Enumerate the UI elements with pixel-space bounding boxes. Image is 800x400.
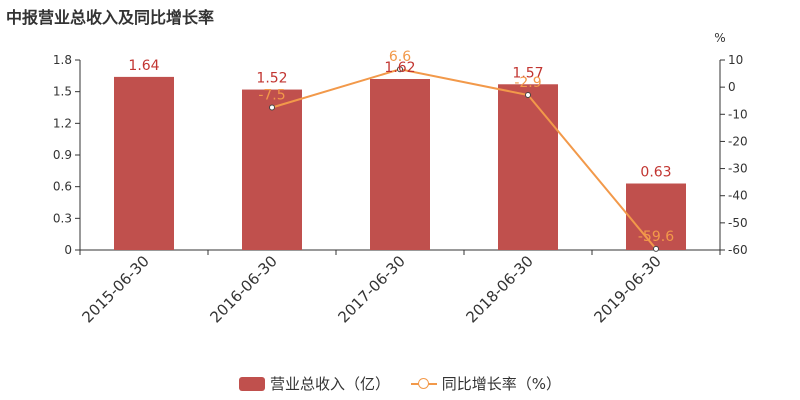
bar[interactable] <box>370 79 430 250</box>
legend-label-revenue: 营业总收入（亿） <box>269 375 390 393</box>
bar-data-label: 1.57 <box>512 65 543 81</box>
legend-label-growth: 同比增长率（%） <box>441 375 562 393</box>
x-tick-label: 2015-06-30 <box>78 252 152 326</box>
line-data-label: 6.6 <box>389 49 411 65</box>
y-left-tick-label: 0.9 <box>53 148 72 162</box>
y-right-tick-label: -10 <box>728 107 748 121</box>
y-left-tick-label: 0.6 <box>53 180 72 194</box>
growth-line <box>269 66 659 252</box>
y-right-tick-label: 10 <box>728 53 743 67</box>
legend-item-growth[interactable]: 同比增长率（%） <box>410 373 562 394</box>
line-point[interactable] <box>525 92 531 99</box>
x-tick-label: 2018-06-30 <box>462 252 536 326</box>
bar-data-label: 1.62 <box>384 60 415 76</box>
growth-line-path <box>271 68 657 250</box>
line-point[interactable] <box>653 245 659 252</box>
bar-data-label: 0.63 <box>640 165 671 181</box>
y-right-tick-label: -20 <box>728 134 748 148</box>
x-tick-label: 2019-06-30 <box>590 252 664 326</box>
y-left-tick-label: 1.5 <box>53 85 72 99</box>
line-data-label: -7.5 <box>258 88 285 104</box>
y-right-tick-label: -30 <box>728 162 748 176</box>
chart-title: 中报营业总收入及同比增长率 <box>6 8 215 27</box>
x-tick-label: 2017-06-30 <box>334 252 408 326</box>
line-point[interactable] <box>397 66 403 73</box>
legend-item-revenue[interactable]: 营业总收入（亿） <box>238 373 390 394</box>
legend-line-swatch <box>410 377 437 391</box>
y-left-tick-label: 1.2 <box>53 116 72 130</box>
y-left-tick-label: 0.3 <box>53 211 72 225</box>
legend-bar-swatch <box>238 376 265 391</box>
y-left-tick-label: 0 <box>64 243 72 257</box>
bar[interactable] <box>498 84 558 251</box>
y-right-tick-label: -50 <box>728 216 748 230</box>
bar-data-label: 1.52 <box>256 71 287 87</box>
legend: 营业总收入（亿） 同比增长率（%） <box>0 373 800 394</box>
y-right-tick-label: 0 <box>728 80 736 94</box>
line-point[interactable] <box>269 104 275 111</box>
y-left-tick-label: 1.8 <box>53 53 72 67</box>
x-tick-label: 2016-06-30 <box>206 252 280 326</box>
bar[interactable] <box>242 89 302 250</box>
y-right-tick-label: -40 <box>728 189 748 203</box>
bars <box>114 76 686 251</box>
bar[interactable] <box>114 76 174 250</box>
line-data-label: -59.6 <box>638 229 674 245</box>
bar[interactable] <box>626 183 686 251</box>
data-labels: 1.64 1.52 1.62 1.57 0.63 -7.5 6.6 -2.9 -59.6 <box>128 49 674 245</box>
line-data-label: -2.9 <box>514 75 541 91</box>
y-right-unit: % <box>714 31 725 45</box>
y-right-tick-label: -60 <box>728 243 748 257</box>
bar-data-label: 1.64 <box>128 58 159 74</box>
